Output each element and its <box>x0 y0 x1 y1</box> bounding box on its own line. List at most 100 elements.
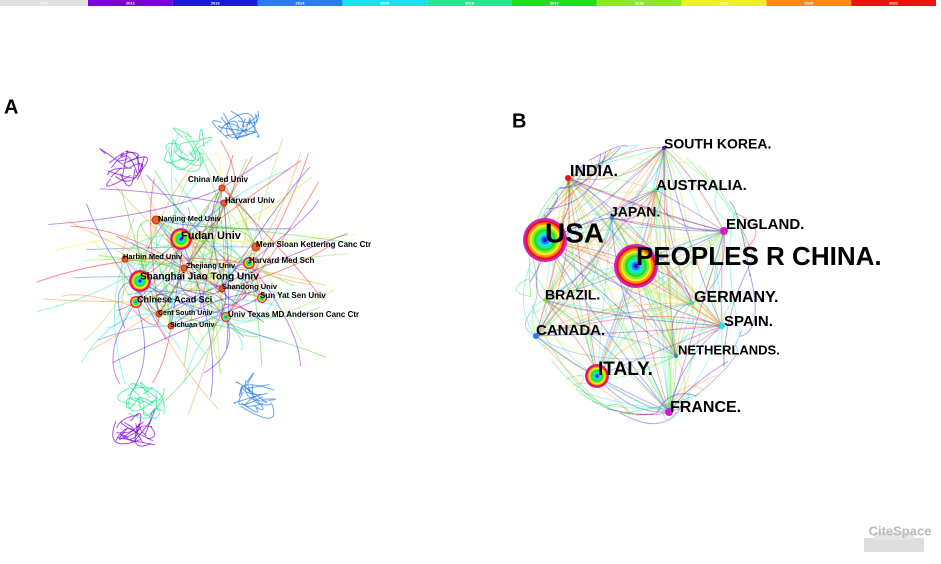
edge <box>175 147 183 156</box>
edge <box>180 238 214 398</box>
edge <box>221 242 335 290</box>
watermark-text: CiteSpace <box>869 523 932 538</box>
edge <box>544 239 670 413</box>
edge <box>578 147 662 169</box>
edge <box>233 392 268 404</box>
edge <box>596 375 670 413</box>
edge <box>124 258 167 341</box>
edge <box>671 150 707 177</box>
edge <box>535 147 665 337</box>
edge <box>164 146 186 164</box>
edge <box>131 242 172 327</box>
edge <box>535 325 723 337</box>
edge <box>544 239 677 357</box>
node-label: Shandong Univ <box>222 282 278 291</box>
node <box>121 255 129 263</box>
edge <box>567 177 725 232</box>
edge <box>185 130 225 290</box>
edge <box>611 217 725 232</box>
edge <box>117 157 128 162</box>
edge <box>180 168 290 240</box>
edge <box>655 189 693 304</box>
edge <box>116 235 223 290</box>
node-label: CANADA. <box>536 322 605 339</box>
edge <box>685 157 749 253</box>
edge <box>234 128 248 138</box>
edge <box>133 387 165 415</box>
edge <box>235 381 268 404</box>
edge <box>110 151 141 169</box>
edge <box>230 110 244 140</box>
timeline-segment <box>172 0 258 6</box>
panel-label: A <box>4 96 18 118</box>
edge <box>575 389 674 410</box>
edge <box>137 155 142 173</box>
edge <box>535 302 693 337</box>
timeline-segment <box>0 0 88 6</box>
edge <box>567 177 725 232</box>
edge <box>165 142 180 150</box>
node-ring <box>179 237 183 241</box>
edge <box>248 262 301 367</box>
edge <box>544 189 657 301</box>
edge <box>190 138 201 156</box>
node <box>662 146 666 150</box>
edge <box>138 171 227 318</box>
edge <box>535 177 570 337</box>
edge <box>544 147 665 301</box>
edge <box>183 187 223 367</box>
edge <box>124 258 326 286</box>
edge <box>262 398 276 402</box>
edge <box>223 202 232 289</box>
edge <box>179 267 206 305</box>
edge <box>611 147 665 219</box>
edge <box>663 147 693 304</box>
timeline-segment <box>596 0 682 6</box>
edge <box>124 191 296 260</box>
edge <box>99 148 128 169</box>
edge <box>116 258 126 320</box>
edge <box>107 170 137 179</box>
edge <box>158 233 348 315</box>
edge <box>535 230 725 337</box>
node <box>251 242 261 252</box>
edge <box>535 189 657 337</box>
edge <box>223 202 303 345</box>
edge <box>611 217 725 232</box>
node-label: ITALY. <box>598 359 653 380</box>
edge <box>535 333 677 357</box>
edge <box>697 164 714 182</box>
edge <box>596 230 725 377</box>
edge <box>241 402 259 413</box>
edge <box>535 147 665 337</box>
edge <box>139 160 302 282</box>
edge <box>44 298 137 303</box>
edge <box>155 219 265 323</box>
edge <box>212 120 229 140</box>
edge <box>579 392 646 416</box>
edge <box>225 294 277 322</box>
edge <box>544 217 613 301</box>
edge <box>535 217 613 337</box>
edge <box>541 149 612 221</box>
edge <box>544 299 723 327</box>
edge <box>165 173 192 327</box>
edge <box>567 147 665 181</box>
edge <box>220 182 263 299</box>
edge <box>167 151 202 172</box>
node-label: Cent South Univ <box>158 310 213 317</box>
timeline-year: 2011 <box>40 1 49 6</box>
edge <box>244 380 268 402</box>
edge <box>173 149 195 162</box>
edge <box>144 408 156 436</box>
edge <box>596 302 693 377</box>
edge <box>611 217 693 304</box>
edge <box>668 355 686 413</box>
edge <box>522 263 547 350</box>
edge <box>110 181 223 290</box>
node-label: PEOPLES R CHINA. <box>636 241 882 271</box>
timeline-segment <box>512 0 597 6</box>
node <box>610 216 614 220</box>
edge <box>544 299 693 314</box>
